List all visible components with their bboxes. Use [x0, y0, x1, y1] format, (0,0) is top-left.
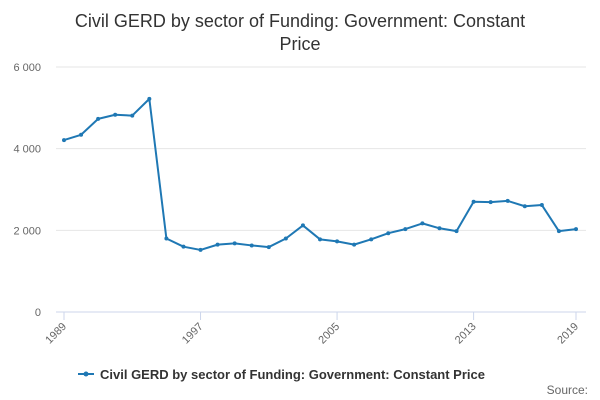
credits-source[interactable]: Source:: [547, 383, 588, 397]
data-point-1998: [215, 242, 220, 247]
data-point-1995: [164, 236, 169, 241]
data-point-2019: [574, 227, 578, 232]
chart-title: Civil GERD by sector of Funding: Governm…: [75, 11, 525, 54]
data-point-2013: [471, 199, 476, 204]
data-point-1993: [130, 113, 135, 118]
legend-marker-symbol: [83, 371, 89, 377]
data-point-2009: [403, 227, 408, 232]
y-tick-label-0: 0: [35, 307, 41, 319]
data-point-2002: [283, 236, 288, 241]
data-point-1991: [96, 116, 101, 121]
data-point-2010: [420, 221, 425, 226]
x-axis: 1989 1997 2005 2013 2019: [43, 311, 586, 347]
data-point-1997: [198, 247, 203, 252]
y-tick-label-4000: 4 000: [13, 144, 41, 156]
x-tick-label-1989: 1989: [43, 321, 69, 347]
data-point-2000: [249, 243, 254, 248]
x-tick-label-2005: 2005: [316, 321, 342, 347]
data-point-1990: [79, 132, 84, 137]
data-point-2014: [488, 200, 493, 205]
data-point-2011: [437, 226, 442, 231]
data-point-2015: [505, 198, 510, 203]
grid-lines: [56, 66, 586, 231]
y-tick-label-2000: 2 000: [13, 225, 41, 237]
data-point-1999: [232, 241, 237, 246]
legend-label: Civil GERD by sector of Funding: Governm…: [100, 367, 485, 382]
data-point-1992: [113, 112, 118, 117]
y-tick-label-6000: 6 000: [13, 62, 41, 74]
data-point-2007: [369, 237, 374, 242]
data-point-1994: [147, 96, 152, 101]
data-point-2003: [300, 223, 305, 228]
data-point-2017: [539, 203, 544, 208]
data-point-1996: [181, 244, 186, 249]
data-point-2016: [522, 204, 527, 209]
data-point-2008: [386, 231, 391, 236]
chart-title-line-2: Price: [279, 34, 320, 54]
x-tick-label-2019: 2019: [555, 321, 581, 347]
data-point-2004: [318, 237, 322, 242]
chart-title-line-1: Civil GERD by sector of Funding: Governm…: [75, 11, 525, 31]
data-point-2018: [556, 229, 561, 234]
x-tick-label-1997: 1997: [180, 321, 206, 347]
legend[interactable]: Civil GERD by sector of Funding: Governm…: [78, 367, 485, 382]
x-tick-label-2013: 2013: [453, 321, 479, 347]
data-point-2005: [335, 239, 340, 244]
data-point-2006: [352, 242, 357, 247]
data-point-2001: [266, 245, 271, 250]
y-axis-ticks: 0 2 000 4 000 6 000: [13, 62, 41, 319]
data-point-1989: [62, 138, 66, 143]
series-layer: [62, 96, 578, 252]
series-line-0: [63, 97, 577, 251]
data-point-2012: [454, 229, 459, 234]
